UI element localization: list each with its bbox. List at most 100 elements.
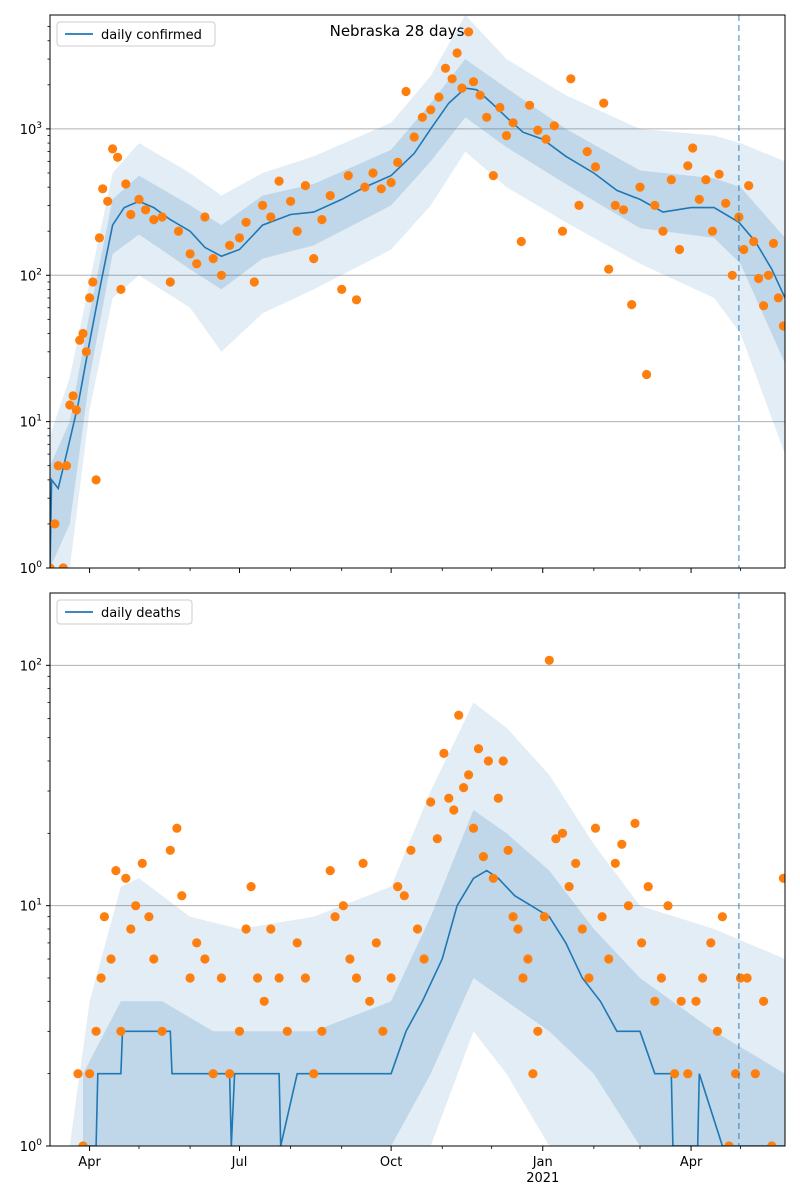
observation-dot [98, 184, 108, 194]
observation-dot [464, 770, 474, 780]
observation-dot [683, 161, 693, 171]
observation-dot [149, 215, 159, 225]
observation-dot [571, 858, 581, 869]
observation-dot [617, 839, 627, 849]
observation-dot [449, 805, 459, 815]
observation-dot [544, 655, 554, 665]
observation-dot [650, 996, 660, 1006]
observation-dot [208, 1069, 218, 1079]
x-tick-label: Apr [78, 1155, 101, 1170]
observation-dot [419, 954, 429, 964]
observation-dot [533, 1026, 543, 1036]
y-tick-label: 101 [20, 414, 42, 431]
observation-dot [165, 277, 175, 287]
observation-dot [627, 300, 637, 310]
data-layer [69, 655, 785, 1146]
observation-dot [447, 74, 457, 84]
observation-dot [337, 284, 347, 294]
observation-dot [452, 48, 462, 58]
observation-dot [85, 1069, 95, 1079]
observation-dot [345, 954, 355, 964]
observation-dot [317, 1026, 327, 1036]
observation-dot [406, 845, 416, 855]
observation-dot [351, 295, 362, 305]
x-tick-label: Apr [680, 1155, 703, 1170]
observation-dot [292, 938, 302, 948]
observation-dot [81, 347, 91, 357]
observation-dot [258, 200, 268, 210]
observation-dot [360, 182, 370, 192]
observation-dot [717, 912, 728, 922]
observation-dot [249, 277, 259, 287]
observation-dot [330, 912, 340, 922]
observation-dot [721, 198, 731, 208]
observation-dot [309, 1069, 319, 1079]
observation-dot [358, 858, 368, 869]
observation-dot [635, 182, 645, 192]
observation-dot [778, 321, 785, 331]
ci-band-90 [50, 15, 785, 568]
observation-dot [508, 912, 518, 922]
observation-dot [468, 823, 479, 833]
observation-dot [658, 226, 668, 236]
median-line [50, 87, 785, 568]
observation-dot [694, 194, 704, 204]
x-tick-label: Jul [231, 1155, 248, 1170]
observation-dot [386, 177, 396, 188]
observation-dot [468, 77, 479, 87]
observation-dot [551, 834, 561, 844]
observation-dot [630, 818, 640, 829]
panel-daily-deaths: 100 101 102 daily deaths [20, 592, 786, 1155]
observation-dot [417, 112, 427, 122]
observation-dot [338, 901, 348, 911]
observation-dot [99, 912, 109, 922]
observation-dot [225, 1069, 235, 1079]
observation-dot [508, 118, 518, 128]
observation-dot [688, 143, 698, 153]
observation-dot [401, 86, 411, 97]
observation-dot [478, 852, 488, 862]
observation-dot [440, 63, 451, 73]
observation-dot [325, 191, 335, 201]
observation-dot [61, 461, 72, 471]
y-tick-label: 100 [20, 560, 43, 577]
observation-dot [116, 284, 126, 294]
observation-dot [246, 882, 256, 892]
observation-dot [108, 144, 118, 154]
observation-dot [113, 152, 123, 162]
observation-dot [126, 924, 136, 934]
observation-dot [582, 147, 592, 157]
data-layer [50, 15, 785, 568]
observation-dot [643, 882, 653, 892]
observation-dot [604, 264, 614, 274]
chart-title: Nebraska 28 days [330, 22, 465, 40]
observation-dot [457, 83, 467, 93]
y-tick-label: 103 [20, 121, 42, 138]
observation-dot [623, 901, 634, 911]
observation-dot [426, 105, 436, 115]
observation-dot [409, 132, 419, 142]
legend-label: daily deaths [101, 606, 181, 621]
observation-dot [157, 212, 167, 222]
observation-dot [111, 866, 121, 876]
ci-band-90 [69, 702, 785, 1146]
observation-dot [498, 756, 508, 766]
observation-dot [208, 254, 218, 264]
observation-dot [610, 200, 620, 210]
observation-dot [691, 996, 701, 1006]
observation-dot [266, 212, 276, 222]
panel-daily-confirmed: 100 101 102 103 daily confirmed [20, 14, 786, 577]
observation-dot [724, 1141, 734, 1146]
observation-dot [365, 996, 375, 1006]
observation-dot [234, 233, 245, 243]
observation-dot [343, 171, 353, 181]
observation-dot [683, 1069, 693, 1079]
observation-dot [376, 184, 386, 194]
observation-dot [185, 249, 195, 259]
observation-dot [564, 882, 574, 892]
observation-dot [393, 882, 403, 892]
observation-dot [71, 405, 81, 415]
observation-dot [727, 270, 737, 280]
